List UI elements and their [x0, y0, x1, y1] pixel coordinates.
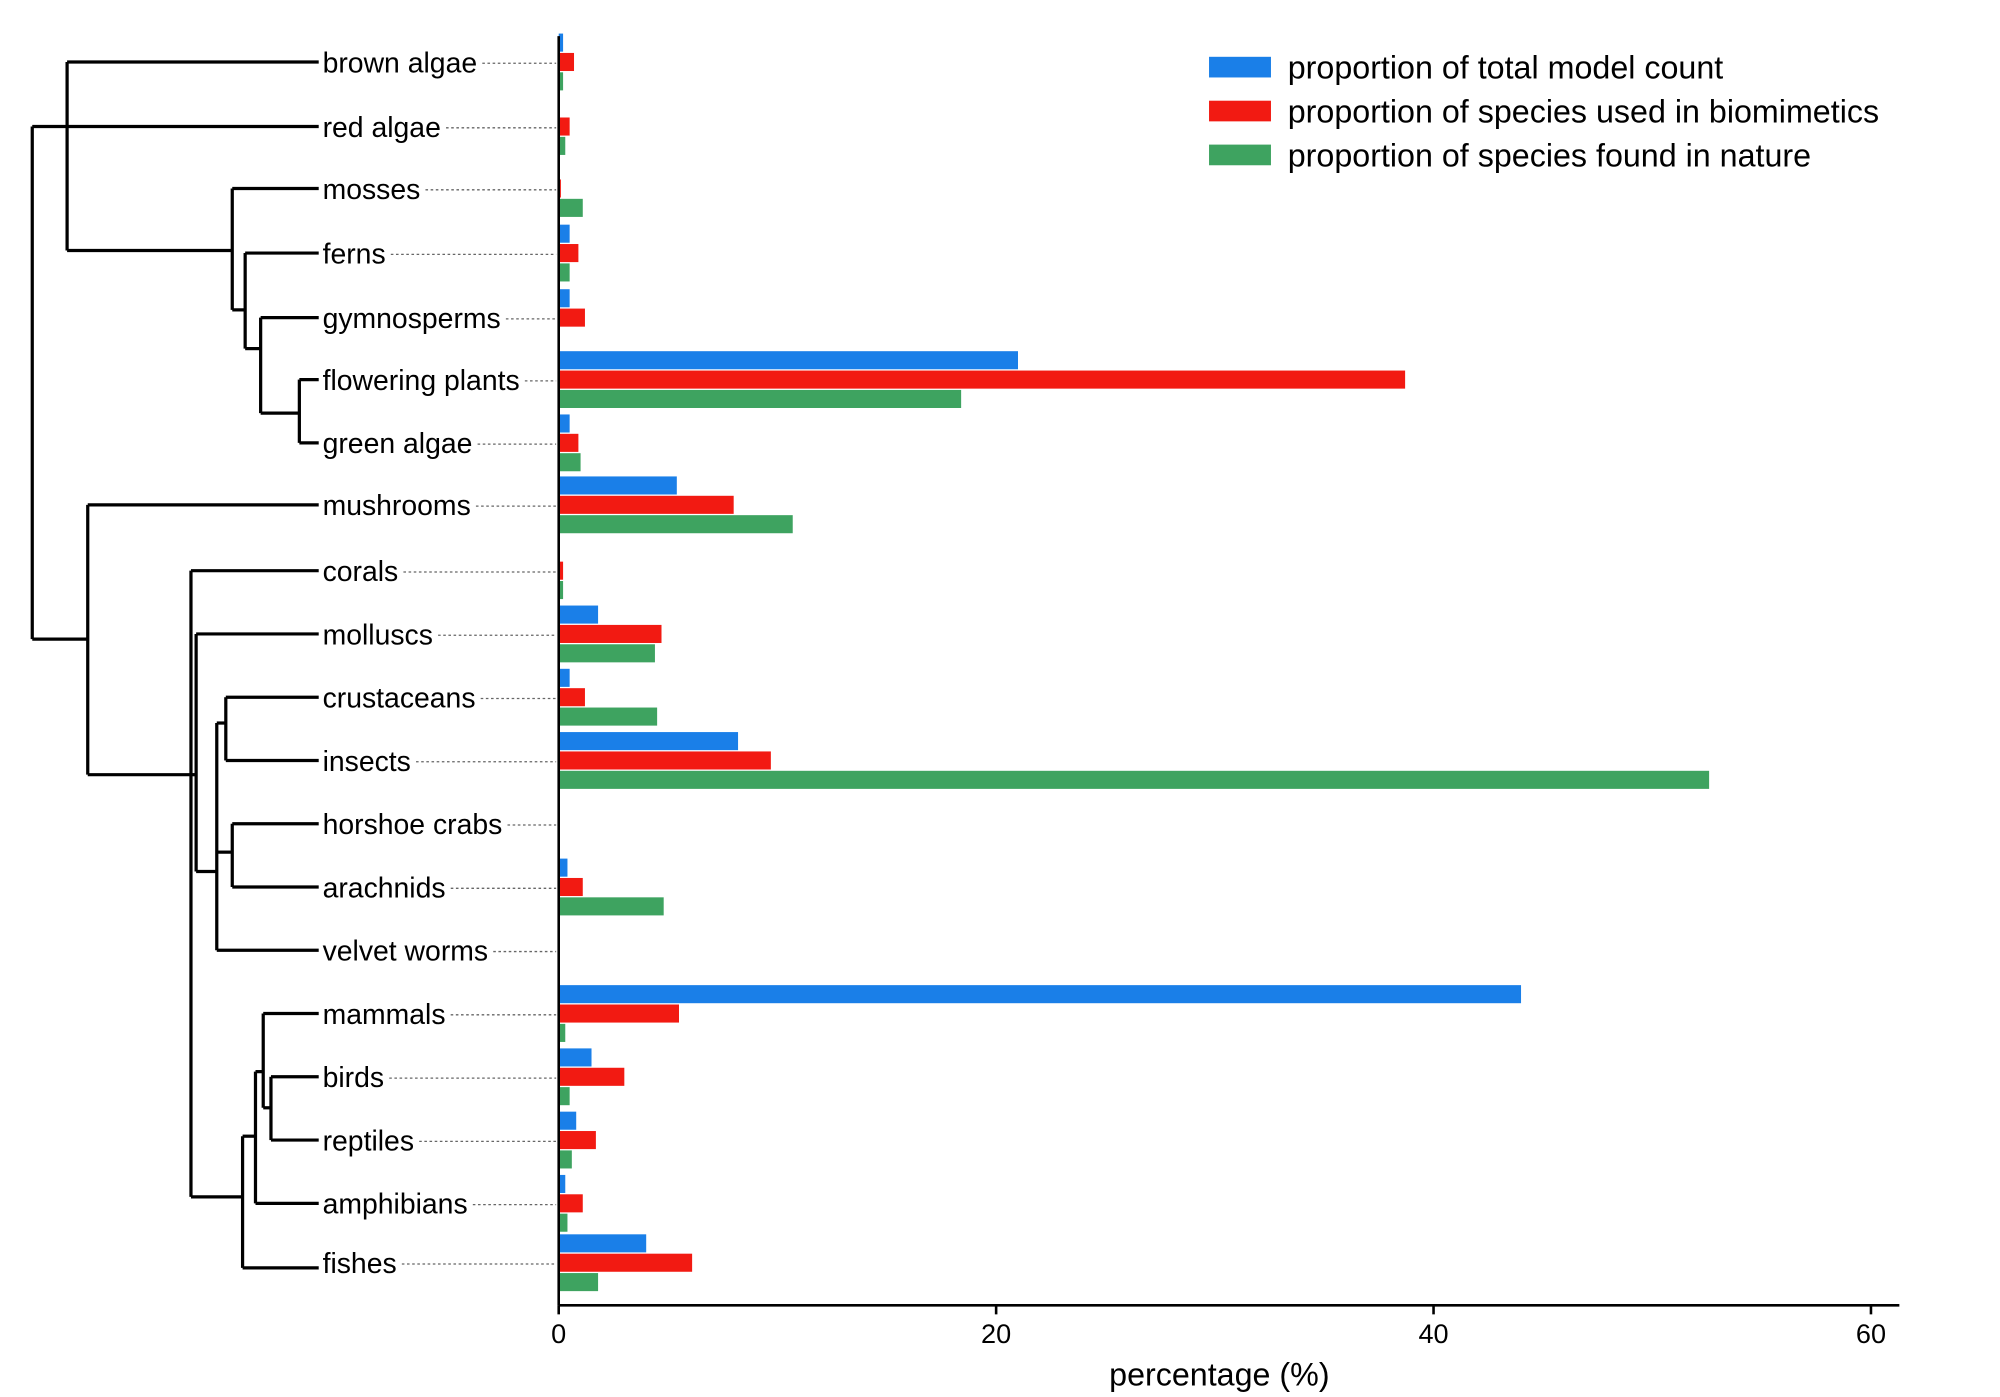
x-tick-label: 20	[981, 1318, 1011, 1349]
bar-fishes-series-1	[558, 1253, 693, 1272]
category-label: amphibians	[323, 1189, 468, 1221]
category-label: mammals	[323, 999, 446, 1031]
bar-ferns-series-2	[558, 263, 570, 282]
bar-flowering-plants-series-2	[558, 389, 962, 408]
category-label: gymnosperms	[323, 303, 501, 335]
bar-molluscs-series-2	[558, 644, 655, 663]
category-label: birds	[323, 1062, 384, 1094]
bars	[558, 33, 1710, 1292]
bar-red-algae-series-1	[558, 117, 570, 136]
legend-swatch	[1209, 56, 1271, 78]
bar-mammals-series-2	[558, 1023, 566, 1042]
bar-fishes-series-2	[558, 1273, 599, 1292]
bar-molluscs-series-0	[558, 605, 599, 624]
category-label: crustaceans	[323, 683, 476, 715]
x-tick-label: 0	[551, 1318, 566, 1349]
category-label: fishes	[323, 1248, 397, 1280]
legend: proportion of total model count proportio…	[1209, 50, 1879, 174]
bar-birds-series-2	[558, 1087, 570, 1106]
bar-crustaceans-series-1	[558, 688, 585, 707]
bar-molluscs-series-1	[558, 624, 662, 643]
bar-corals-series-2	[558, 581, 564, 600]
bar-gymnosperms-series-0	[558, 289, 570, 308]
category-label: mosses	[323, 174, 421, 206]
bar-red-algae-series-2	[558, 136, 566, 155]
bar-mosses-series-2	[558, 198, 583, 217]
bar-green-algae-series-1	[558, 433, 579, 452]
category-label: horshoe crabs	[323, 809, 503, 841]
bar-fishes-series-0	[558, 1234, 647, 1253]
bar-reptiles-series-2	[558, 1150, 572, 1169]
bar-mushrooms-series-0	[558, 476, 677, 495]
legend-label: proportion of species found in nature	[1288, 138, 1811, 174]
bar-flowering-plants-series-0	[558, 351, 1018, 370]
axes: 0 20 40 60	[551, 36, 1900, 1349]
legend-swatch	[1209, 144, 1271, 166]
category-label: molluscs	[323, 619, 433, 651]
bar-brown-algae-series-2	[558, 72, 564, 91]
bar-green-algae-series-0	[558, 414, 570, 433]
category-labels: brown algae red algae mosses ferns gymnosper…	[323, 47, 557, 1280]
bar-mammals-series-0	[558, 985, 1522, 1004]
legend-label: proportion of species used in biomimetic…	[1288, 94, 1879, 130]
bar-arachnids-series-2	[558, 897, 664, 916]
category-label: red algae	[323, 112, 441, 144]
bar-gymnosperms-series-1	[558, 308, 585, 327]
bar-birds-series-1	[558, 1067, 625, 1086]
bar-amphibians-series-0	[558, 1174, 566, 1194]
category-label: flowering plants	[323, 365, 520, 397]
bar-amphibians-series-2	[558, 1213, 568, 1232]
bar-corals-series-1	[558, 561, 564, 580]
category-label: ferns	[323, 238, 386, 270]
bar-mammals-series-1	[558, 1004, 679, 1023]
bar-arachnids-series-1	[558, 877, 583, 897]
bar-amphibians-series-1	[558, 1194, 583, 1213]
category-label: brown algae	[323, 47, 478, 79]
bar-arachnids-series-0	[558, 858, 568, 877]
bar-flowering-plants-series-1	[558, 370, 1406, 389]
x-axis-label: percentage (%)	[1109, 1356, 1329, 1392]
bar-insects-series-2	[558, 770, 1710, 789]
bar-mushrooms-series-2	[558, 515, 793, 534]
category-label: arachnids	[323, 872, 446, 904]
category-label: insects	[323, 746, 411, 778]
category-label: velvet worms	[323, 936, 489, 968]
category-label: corals	[323, 556, 399, 588]
bar-insects-series-1	[558, 751, 771, 770]
bar-reptiles-series-0	[558, 1111, 577, 1130]
bar-insects-series-0	[558, 732, 739, 751]
bar-green-algae-series-2	[558, 453, 581, 472]
legend-label: proportion of total model count	[1288, 50, 1724, 86]
bar-birds-series-0	[558, 1048, 592, 1067]
bar-brown-algae-series-0	[558, 33, 564, 52]
bar-brown-algae-series-1	[558, 52, 575, 72]
category-label: mushrooms	[323, 490, 471, 522]
category-label: reptiles	[323, 1125, 414, 1157]
x-tick-label: 60	[1856, 1318, 1886, 1349]
bar-mushrooms-series-1	[558, 495, 734, 514]
phylogenetic-tree	[30, 60, 319, 1270]
x-tick-label: 40	[1418, 1318, 1448, 1349]
category-label: green algae	[323, 428, 473, 460]
bar-crustaceans-series-2	[558, 707, 658, 726]
legend-swatch	[1209, 100, 1271, 122]
bar-ferns-series-0	[558, 224, 570, 243]
bar-reptiles-series-1	[558, 1131, 596, 1150]
bar-crustaceans-series-0	[558, 668, 570, 687]
bar-ferns-series-1	[558, 244, 579, 263]
